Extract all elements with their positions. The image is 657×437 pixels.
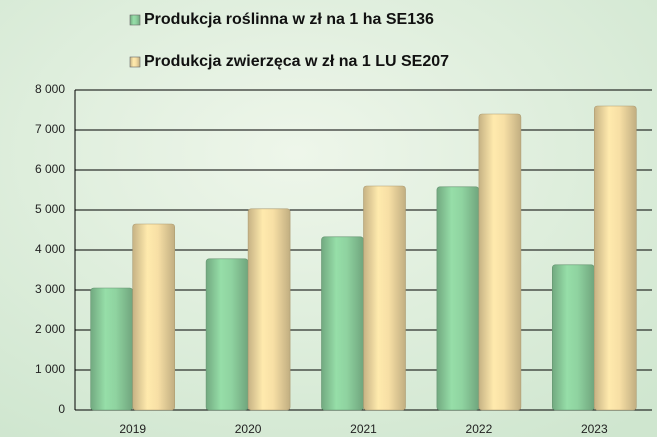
x-tick-label: 2020 (235, 422, 262, 436)
bar (205, 258, 249, 411)
y-tick-label: 2 000 (35, 322, 65, 336)
x-tick-label: 2022 (466, 422, 493, 436)
bar (551, 264, 595, 411)
y-tick-label: 1 000 (35, 362, 65, 376)
y-tick-label: 4 000 (35, 242, 65, 256)
y-tick-label: 0 (58, 402, 65, 416)
legend-label: Produkcja zwierzęca w zł na 1 LU SE207 (144, 53, 449, 70)
bar (321, 236, 364, 411)
bar (90, 287, 133, 411)
y-tick-label: 3 000 (35, 282, 65, 296)
bar (247, 208, 291, 411)
x-tick-label: 2023 (581, 422, 608, 436)
y-tick-label: 6 000 (35, 162, 65, 176)
bar (436, 186, 480, 411)
bar (593, 105, 637, 411)
bar (132, 223, 175, 411)
y-tick-label: 5 000 (35, 202, 65, 216)
bar (478, 113, 522, 411)
y-tick-label: 7 000 (35, 122, 65, 136)
legend-swatch (129, 56, 141, 68)
x-tick-label: 2021 (350, 422, 377, 436)
y-tick-label: 8 000 (35, 82, 65, 96)
bar (363, 185, 406, 411)
legend-swatch (129, 14, 141, 26)
x-tick-label: 2019 (119, 422, 146, 436)
legend-label: Produkcja roślinna w zł na 1 ha SE136 (144, 11, 434, 28)
